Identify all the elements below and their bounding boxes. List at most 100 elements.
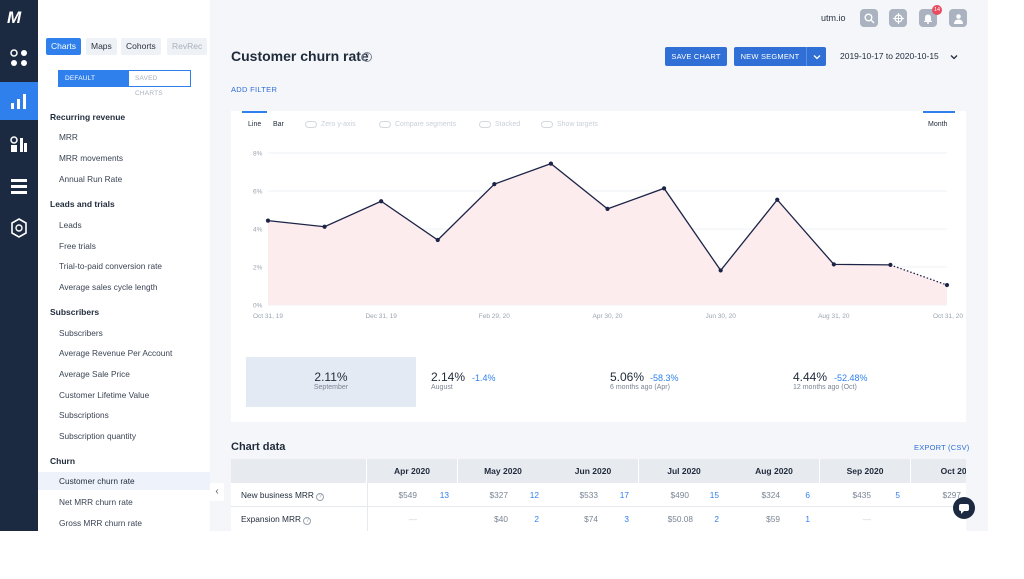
sidebar-item-trial-conversion[interactable]: Trial-to-paid conversion rate [59, 261, 162, 271]
tab-cohorts[interactable]: Cohorts [121, 38, 161, 55]
x-tick-label: Dec 31, 19 [365, 313, 397, 320]
kpi-change: -58.3% [650, 373, 679, 383]
kpi-value: 2.11% [314, 370, 348, 384]
sidebar-item-leads[interactable]: Leads [59, 220, 82, 230]
customers-icon[interactable] [0, 125, 38, 163]
kpi-previous: 2.14% -1.4% August [431, 357, 601, 407]
table-count[interactable]: 17 [619, 490, 629, 500]
crosshair-icon[interactable] [889, 9, 907, 27]
charts-icon[interactable] [0, 82, 38, 120]
saved-charts-toggle[interactable]: SAVED CHARTS [128, 70, 191, 97]
table-count[interactable]: 2 [534, 514, 539, 524]
tab-maps[interactable]: Maps [86, 38, 117, 55]
zero-y-axis-toggle[interactable] [305, 121, 317, 128]
data-point [322, 224, 327, 229]
kpi-change: -52.48% [834, 373, 868, 383]
projection-line [890, 264, 948, 286]
logo: M [7, 8, 21, 27]
chevron-down-icon [813, 55, 820, 60]
default-charts-toggle[interactable]: DEFAULT CHARTS [58, 70, 129, 97]
sidebar-item-arpa[interactable]: Average Revenue Per Account [59, 348, 173, 358]
save-chart-button[interactable]: SAVE CHART [665, 47, 727, 66]
data-point [435, 237, 440, 243]
row-label-text: Expansion MRR [241, 514, 301, 524]
sidebar-item-asp[interactable]: Average Sale Price [59, 369, 130, 379]
sidebar-item-net-mrr-churn[interactable]: Net MRR churn rate [59, 497, 133, 507]
add-filter-button[interactable]: ADD FILTER [231, 85, 278, 94]
sidebar-item-ltv[interactable]: Customer Lifetime Value [59, 390, 150, 400]
compare-segments-toggle[interactable] [379, 121, 391, 128]
settings-icon[interactable] [0, 209, 38, 247]
table-count[interactable]: 2 [714, 514, 719, 524]
stacked-toggle[interactable] [479, 121, 491, 128]
table-header: Jun 2020 [548, 459, 639, 483]
table-cell: $297 [942, 490, 961, 500]
help-icon[interactable]: ? [303, 517, 312, 525]
new-segment-button[interactable]: NEW SEGMENT [734, 47, 806, 66]
sidebar-item-gross-mrr-churn[interactable]: Gross MRR churn rate [59, 518, 142, 528]
date-range-picker[interactable]: 2019-10-17 to 2020-10-15 [840, 51, 939, 61]
sidebar-item-subscriptions[interactable]: Subscriptions [59, 410, 109, 420]
chat-icon [959, 503, 969, 514]
table-cell: $40 [494, 514, 508, 524]
table-cell: $549 [398, 490, 417, 500]
table-count[interactable]: 3 [624, 514, 629, 524]
dashboard-icon[interactable] [0, 39, 38, 77]
search-icon[interactable] [860, 9, 878, 27]
sidebar-item-sales-cycle[interactable]: Average sales cycle length [59, 282, 158, 292]
table-count[interactable]: 15 [709, 490, 719, 500]
table-count[interactable]: 1 [805, 514, 810, 524]
group-recurring-revenue: Recurring revenue [50, 112, 126, 122]
sidebar-item-annual-run-rate[interactable]: Annual Run Rate [59, 174, 123, 184]
help-icon[interactable]: ? [362, 52, 372, 62]
list-icon[interactable] [0, 167, 38, 205]
interval-month[interactable]: Month [928, 121, 948, 128]
sidebar: Charts Maps Cohorts RevRec DEFAULT CHART… [38, 0, 210, 531]
user-icon[interactable] [949, 9, 967, 27]
help-icon[interactable]: ? [316, 493, 325, 501]
table-count[interactable]: 5 [895, 490, 900, 500]
sidebar-item-mrr[interactable]: MRR [59, 132, 78, 142]
compare-segments-label: Compare segments [395, 121, 457, 128]
data-point [605, 206, 610, 211]
area-fill [268, 163, 947, 305]
sidebar-item-subscribers[interactable]: Subscribers [59, 328, 103, 338]
sidebar-item-customer-churn-rate[interactable]: Customer churn rate [38, 472, 210, 490]
table-cell: $327 [489, 490, 508, 500]
chart-data-table: Apr 2020 May 2020 Jun 2020 Jul 2020 Aug … [231, 459, 966, 531]
y-tick-label: 4% [253, 227, 263, 234]
kpi-6-months: 5.06% -58.3% 6 months ago (Apr) [610, 357, 780, 407]
series-line [267, 162, 891, 272]
bar-option[interactable]: Bar [273, 121, 284, 128]
chevron-down-icon[interactable] [950, 53, 958, 61]
chat-launcher[interactable] [953, 497, 975, 519]
table-count[interactable]: 12 [529, 490, 539, 500]
sidebar-item-mrr-movements[interactable]: MRR movements [59, 153, 124, 163]
table-header: Aug 2020 [729, 459, 820, 483]
row-label-new-business: New business MRR ? [241, 490, 325, 501]
interval-indicator [923, 111, 955, 113]
tab-revrec[interactable]: RevRec [167, 38, 208, 55]
table-cell: $324 [761, 490, 780, 500]
x-tick-label: Oct 31, 20 [933, 313, 963, 320]
kpi-label: 12 months ago (Oct) [793, 384, 857, 391]
collapse-sidebar-button[interactable]: ‹ [210, 483, 224, 501]
tab-charts[interactable]: Charts [46, 38, 82, 55]
new-segment-dropdown[interactable] [806, 47, 826, 66]
show-targets-toggle[interactable] [541, 121, 553, 128]
export-csv-button[interactable]: EXPORT (CSV) [914, 443, 970, 452]
table-cell: — [862, 514, 871, 524]
sidebar-item-free-trials[interactable]: Free trials [59, 241, 96, 251]
data-point [265, 218, 271, 223]
sidebar-item-subscription-quantity[interactable]: Subscription quantity [59, 431, 137, 441]
y-tick-label: 2% [253, 265, 263, 272]
data-point [379, 199, 384, 204]
y-tick-label: 8% [253, 151, 263, 158]
table-count[interactable]: 6 [805, 490, 810, 500]
table-header: May 2020 [458, 459, 549, 483]
account-domain[interactable]: utm.io [821, 13, 846, 23]
line-option[interactable]: Line [248, 121, 262, 128]
notification-badge: 14 [932, 5, 942, 15]
kpi-label: September [313, 384, 349, 391]
table-count[interactable]: 13 [439, 490, 449, 500]
